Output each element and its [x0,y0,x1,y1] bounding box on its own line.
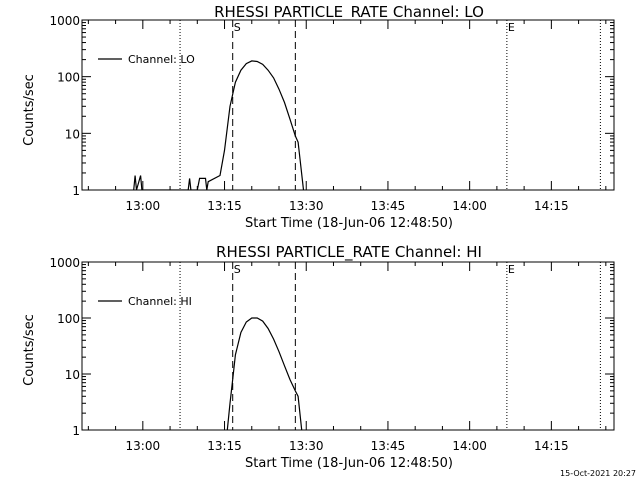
lo-x-tick-label: 13:15 [207,199,242,213]
hi-series-line [226,317,303,430]
lo-y-tick-label: 100 [57,71,80,85]
hi-x-axis-label: Start Time (18-Jun-06 12:48:50) [245,456,453,471]
footer-date-stamp: 15-Oct-2021 20:27 [560,469,636,478]
lo-y-tick-label: 1000 [49,14,80,28]
hi-y-tick-label: 1000 [49,256,80,270]
hi-marker-label: S [234,263,241,276]
lo-marker-label: E [508,21,515,34]
lo-x-axis-label: Start Time (18-Jun-06 12:48:50) [245,216,453,231]
lo-x-tick-label: 13:30 [289,199,324,213]
lo-y-axis-label: Counts/sec [22,74,37,146]
hi-legend-label: Channel: HI [128,295,192,308]
hi-y-axis-label: Counts/sec [22,314,37,386]
lo-x-tick-label: 14:00 [452,199,487,213]
hi-plot-frame [81,261,615,431]
hi-y-tick-label: 10 [65,368,80,382]
lo-x-tick-label: 13:45 [371,199,406,213]
hi-x-tick-label: 13:15 [207,439,242,453]
hi-x-tick-label: 14:00 [452,439,487,453]
lo-x-tick-label: 14:15 [534,199,569,213]
hi-x-tick-label: 13:30 [289,439,324,453]
lo-x-tick-label: 13:00 [126,199,161,213]
lo-channel-panel: RHESSI PARTICLE_RATE Channel: LO Start T… [22,3,615,231]
lo-plot-frame [81,19,615,191]
hi-x-tick-label: 13:00 [126,439,161,453]
hi-chart-title: RHESSI PARTICLE_RATE Channel: HI [216,243,482,262]
lo-chart-title: RHESSI PARTICLE_RATE Channel: LO [214,3,484,22]
hi-x-tick-label: 14:15 [534,439,569,453]
lo-legend-label: Channel: LO [128,53,195,66]
hi-y-tick-label: 1 [72,424,80,438]
lo-y-tick-label: 1 [72,184,80,198]
lo-y-tick-label: 10 [65,127,80,141]
hi-y-tick-label: 100 [57,312,80,326]
hi-marker-label: E [508,263,515,276]
hi-channel-panel: RHESSI PARTICLE_RATE Channel: HI Start T… [22,243,615,471]
lo-marker-label: S [234,21,241,34]
lo-series-line [133,60,305,190]
hi-x-tick-label: 13:45 [371,439,406,453]
